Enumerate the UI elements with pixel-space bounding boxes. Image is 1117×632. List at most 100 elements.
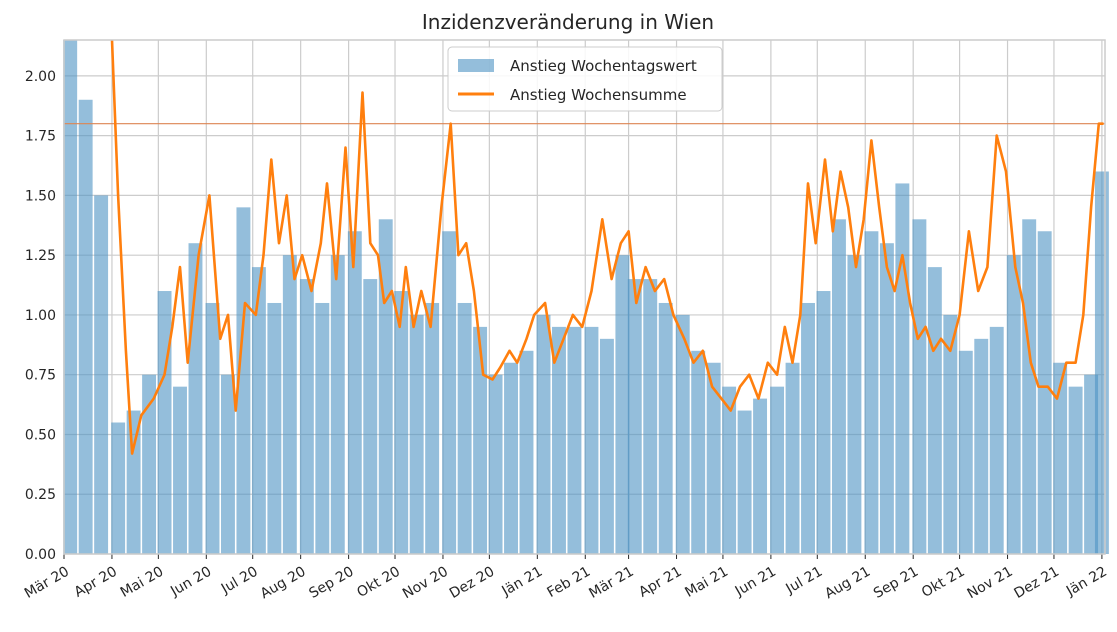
bar (785, 362, 800, 554)
bar (1084, 374, 1099, 554)
bar (299, 279, 314, 554)
y-tick-label: 2.00 (25, 69, 56, 85)
x-tick-label: Dez 21 (1012, 564, 1062, 602)
bar-series (63, 40, 1109, 555)
x-tick-label: Jun 20 (167, 564, 214, 600)
bar (409, 314, 424, 554)
y-tick-label: 1.75 (25, 129, 56, 145)
series-line (110, 39, 1104, 455)
bar (205, 302, 220, 554)
bar (1068, 386, 1083, 554)
y-tick-label: 0.50 (25, 427, 56, 443)
x-tick-label: Jul 21 (783, 564, 826, 598)
bar (801, 302, 815, 554)
bar (251, 267, 266, 554)
bar (974, 338, 989, 554)
bar (753, 398, 768, 554)
x-tick-label: Jän 22 (1063, 564, 1110, 600)
x-tick-label: Nov 20 (400, 564, 451, 603)
bar (1094, 171, 1109, 554)
bar (504, 362, 518, 554)
x-tick-label: Aug 20 (258, 564, 309, 603)
bar (378, 219, 393, 555)
x-tick-label: Mär 21 (586, 564, 636, 602)
bar (879, 243, 894, 555)
bar (912, 219, 927, 555)
bar (770, 386, 785, 554)
bar (552, 326, 566, 554)
bar (315, 302, 330, 554)
bar (236, 207, 251, 555)
x-tick-label: Jul 20 (218, 564, 261, 598)
bar (722, 386, 737, 554)
bar (519, 350, 534, 554)
bar (989, 326, 1004, 554)
bar (615, 255, 630, 555)
y-tick-label: 0.00 (25, 547, 56, 563)
legend-line-label: Anstieg Wochensumme (510, 86, 687, 104)
x-tick-label: Okt 21 (919, 564, 968, 601)
plot-frame (63, 39, 1106, 555)
bar (895, 183, 910, 554)
x-tick-label: Jun 21 (732, 564, 779, 600)
y-tick-label: 1.25 (25, 248, 56, 264)
bar (94, 195, 109, 554)
x-tick-label: Mai 21 (682, 564, 731, 601)
bar (142, 374, 157, 554)
x-tick-label: Dez 20 (447, 564, 497, 602)
legend-bar-swatch (458, 59, 494, 72)
x-tick-label: Okt 20 (354, 564, 403, 601)
bar (488, 374, 503, 554)
bar (442, 231, 457, 555)
x-tick-label: Apr 20 (72, 564, 120, 601)
legend-box (447, 46, 723, 112)
bar (658, 302, 673, 554)
bar (927, 267, 942, 554)
x-tick-label: Mai 20 (118, 564, 167, 601)
x-tick-label: Apr 21 (636, 564, 684, 601)
bar (63, 40, 78, 554)
bar (627, 279, 642, 554)
bar (737, 410, 752, 554)
bar (1037, 231, 1052, 555)
bar (347, 231, 362, 555)
bar (425, 302, 440, 554)
bar (958, 350, 973, 554)
legend-bar-label: Anstieg Wochentagswert (510, 57, 697, 75)
bar (864, 231, 879, 555)
bar (1053, 362, 1068, 554)
x-tick-label: Sep 21 (871, 564, 921, 602)
bar (282, 255, 297, 555)
bar (536, 314, 551, 554)
bar (567, 326, 582, 554)
bar (847, 255, 862, 555)
bar (173, 386, 187, 554)
y-tick-label: 0.25 (25, 487, 56, 503)
y-tick-label: 0.75 (25, 368, 56, 384)
bar (643, 279, 658, 554)
bar (1006, 255, 1021, 555)
y-tick-label: 1.00 (25, 308, 56, 324)
x-tick-label: Jän 21 (498, 564, 545, 600)
x-tick-label: Nov 21 (965, 564, 1016, 603)
bar (691, 350, 706, 554)
bar (599, 338, 614, 554)
bar (78, 99, 93, 554)
bar (1022, 219, 1037, 555)
bar (457, 302, 472, 554)
bar (675, 314, 690, 554)
bar (943, 314, 958, 554)
bar (473, 326, 488, 554)
line-series (64, 39, 1105, 455)
legend: Anstieg Wochentagswert Anstieg Wochensum… (447, 46, 723, 112)
bar (831, 219, 846, 555)
bar (126, 410, 141, 554)
chart-title: Inzidenzveränderung in Wien (422, 10, 714, 34)
x-tick-label: Aug 21 (822, 564, 873, 603)
x-tick-label: Mär 20 (22, 564, 72, 602)
bar (330, 255, 345, 555)
bar (157, 291, 172, 554)
bar (267, 302, 282, 554)
